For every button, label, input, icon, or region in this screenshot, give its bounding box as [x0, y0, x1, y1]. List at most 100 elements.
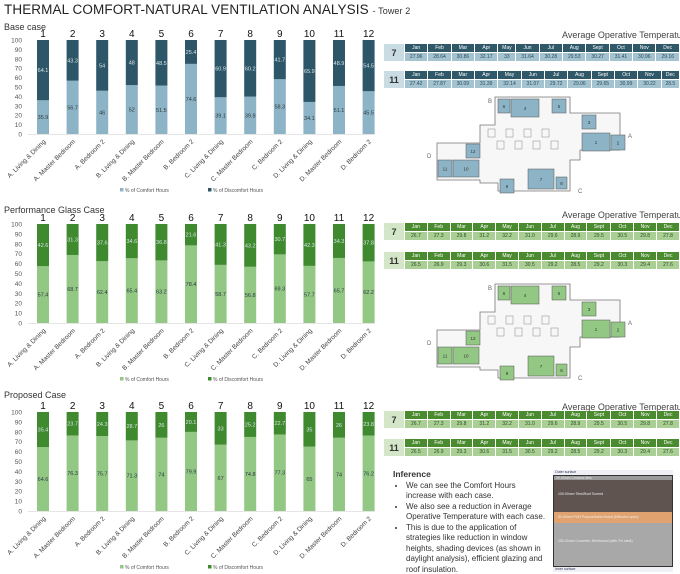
x-category-label: D. Bedroom 2 [340, 515, 374, 549]
month-header: May [498, 44, 516, 52]
inference-point: We also see a reduction in Average Opera… [406, 502, 548, 523]
month-header: Feb [427, 411, 450, 419]
core-room [505, 315, 514, 325]
month-header: Mar [450, 411, 473, 419]
y-tick-label: 0 [18, 132, 22, 139]
temperature-value: 29.3 [450, 261, 473, 269]
plan-room-number: 7 [540, 364, 543, 369]
month-header: Oct [609, 44, 633, 52]
y-tick-label: 80 [15, 429, 23, 436]
month-header: Jul [541, 411, 564, 419]
analysed-room [581, 319, 611, 339]
discomfort-bar [37, 224, 49, 267]
discomfort-bar [155, 224, 168, 261]
temperature-table-room-11: 11 Jan Feb Mar Apr May Jun Jul Aug Sept Oct Nov Dec 2… [383, 438, 680, 457]
comfort-bar [96, 436, 109, 511]
core-room [532, 327, 541, 337]
comfort-bar [214, 444, 227, 511]
plan-room-number: 4 [524, 293, 527, 298]
core-room [523, 315, 532, 325]
month-header: Mar [450, 223, 473, 231]
bar-data-label: 62.2 [363, 290, 374, 296]
temperature-value: 31.0 [518, 232, 541, 240]
y-tick-label: 100 [11, 410, 22, 417]
month-header: Nov [634, 411, 657, 419]
bar-data-label: 48.5 [156, 61, 167, 67]
temperature-value: 28.9 [564, 420, 587, 428]
analysed-room [465, 330, 481, 346]
legend-label: % of Comfort Hours [125, 565, 169, 571]
analysed-room [497, 285, 511, 301]
room-label: 7 [384, 411, 404, 428]
month-header: Jan [405, 439, 427, 447]
bar-data-label: 31.3 [67, 237, 78, 243]
plan-room-number: 3 [588, 120, 591, 125]
core-room [514, 140, 523, 150]
discomfort-bar [273, 412, 286, 435]
room-number: 10 [304, 401, 316, 412]
y-tick-label: 30 [15, 479, 23, 486]
month-header: May [496, 223, 518, 231]
room-number: 2 [70, 213, 76, 224]
room-number: 4 [129, 401, 135, 412]
plan-room-number: 9 [506, 371, 509, 376]
bar-data-label: 41.7 [274, 58, 285, 64]
inference-point: We can see the Comfort Hours increase wi… [406, 481, 548, 502]
analysed-room [499, 365, 515, 381]
discomfort-bar [155, 40, 168, 86]
y-tick-label: 20 [15, 301, 23, 308]
temperature-value: 32.17 [475, 53, 498, 61]
discomfort-bar [244, 40, 257, 97]
y-tick-label: 70 [15, 66, 23, 73]
plan-room-number: 7 [540, 177, 543, 182]
month-header: Sept [587, 252, 611, 260]
discomfort-bar [185, 412, 197, 432]
temperature-value: 27.42 [405, 80, 428, 88]
analysed-room [510, 285, 540, 305]
y-tick-label: 100 [11, 222, 22, 229]
bar-data-label: 58.7 [215, 292, 226, 298]
temperature-value: 31.64 [516, 53, 539, 61]
room-number: 5 [159, 401, 165, 412]
temperature-value: 30.28 [539, 53, 563, 61]
bar-data-label: 75.7 [97, 472, 108, 478]
y-tick-label: 20 [15, 113, 23, 120]
room-number: 11 [334, 401, 345, 412]
discomfort-bar [214, 412, 227, 445]
comfort-bar [333, 257, 345, 323]
month-header: Nov [634, 223, 657, 231]
analysed-room [499, 178, 515, 194]
plan-room-number: 2 [617, 328, 620, 333]
comfort-bar [66, 80, 79, 134]
month-header: Jul [541, 439, 564, 447]
temperature-value: 27.6 [657, 448, 679, 456]
comfort-bar [214, 264, 227, 323]
y-tick-label: 90 [15, 231, 23, 238]
bar-data-label: 20.1 [186, 420, 197, 426]
plan-room-number: 10 [463, 167, 469, 172]
month-header: Jun [521, 71, 544, 79]
comfort-bar [362, 91, 375, 134]
bar-data-label: 33 [218, 426, 224, 432]
bar-data-label: 39.1 [215, 114, 226, 120]
bar-data-label: 57.7 [304, 292, 315, 298]
discomfort-bar [37, 412, 49, 448]
room-number: 12 [363, 213, 375, 224]
bar-data-label: 63.2 [156, 290, 167, 296]
month-header: Oct [611, 411, 634, 419]
room-number: 3 [99, 213, 105, 224]
plan-room-number: 11 [443, 167, 448, 172]
temperature-value: 29.8 [634, 232, 657, 240]
temperature-table-room-11: 11 Jan Feb Mar Apr May Jun Jul Aug Sept Oct Nov Dec 2… [383, 70, 680, 89]
temperature-value: 27.3 [427, 420, 450, 428]
chart-title: Performance Glass Case [4, 205, 105, 215]
bar-data-label: 35 [306, 427, 312, 433]
legend-swatch [208, 188, 212, 192]
performance-glass-chart: Performance Glass Case 0 10 20 30 40 50 60 70 80 9… [4, 205, 375, 383]
temperature-value: 26.9 [427, 261, 450, 269]
month-header: Sept [587, 411, 611, 419]
y-tick-label: 60 [15, 75, 23, 82]
temperature-value: 27.87 [428, 80, 451, 88]
temperature-value: 29.5 [587, 420, 611, 428]
temperature-value: 26.7 [405, 232, 427, 240]
